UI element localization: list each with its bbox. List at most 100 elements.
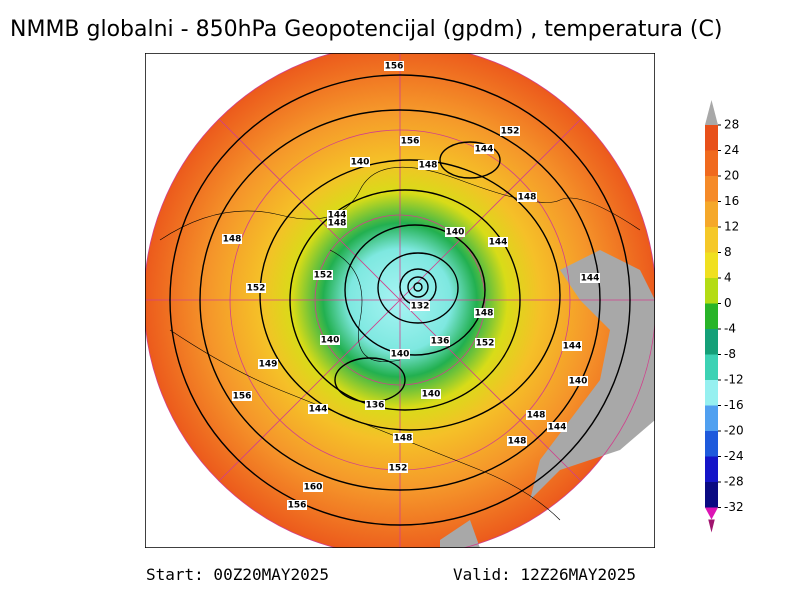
contour-label-box bbox=[308, 404, 328, 414]
contour-label: 136 bbox=[431, 337, 450, 347]
contour-label-box bbox=[390, 349, 410, 359]
colorbar-label: 20 bbox=[724, 169, 739, 183]
colorbar-segment bbox=[705, 405, 718, 431]
coastlines bbox=[159, 166, 641, 521]
contour-label: 148 bbox=[394, 434, 413, 444]
geopotential-contours bbox=[169, 74, 631, 526]
contour-label-box bbox=[517, 192, 537, 202]
contour-label: 148 bbox=[508, 437, 527, 447]
colorbar-label: -12 bbox=[724, 373, 744, 387]
contour-label: 148 bbox=[475, 309, 494, 319]
colorbar-segment bbox=[705, 176, 718, 202]
contour-label: 152 bbox=[501, 127, 520, 137]
colorbar-segment bbox=[705, 431, 718, 457]
contour-label-box bbox=[445, 227, 465, 237]
colorbar-label: 12 bbox=[724, 220, 739, 234]
contour-label: 140 bbox=[422, 390, 441, 400]
colorbar-segment bbox=[705, 125, 718, 151]
contour-label-box bbox=[580, 273, 600, 283]
contour-label-box bbox=[393, 433, 413, 443]
contour-label-box bbox=[327, 218, 347, 228]
colorbar-label: -8 bbox=[724, 347, 736, 361]
contour-label-box bbox=[488, 237, 508, 247]
colorbar-segment bbox=[705, 252, 718, 278]
contour-label-box bbox=[474, 144, 494, 154]
graticule bbox=[145, 53, 655, 548]
colorbar-segment bbox=[705, 329, 718, 355]
contour-label: 148 bbox=[328, 219, 347, 229]
contour-label: 144 bbox=[489, 238, 508, 248]
contour-label: 148 bbox=[518, 193, 537, 203]
contour-label: 144 bbox=[563, 342, 582, 352]
colorbar-label: -28 bbox=[724, 475, 744, 489]
contour-label-box bbox=[500, 126, 520, 136]
contour-label: 140 bbox=[569, 377, 588, 387]
contour-label-box bbox=[418, 160, 438, 170]
contour-label: 136 bbox=[366, 401, 385, 411]
contour-label-box bbox=[232, 391, 252, 401]
colorbar-label: 24 bbox=[724, 143, 739, 157]
contour-label-box bbox=[303, 482, 323, 492]
contour-label-box bbox=[474, 308, 494, 318]
contour-label: 152 bbox=[314, 271, 333, 281]
contour-label: 148 bbox=[223, 235, 242, 245]
colorbar-segment bbox=[705, 354, 718, 380]
contour-label: 144 bbox=[475, 145, 494, 155]
contour-label-box bbox=[222, 234, 242, 244]
contour-label-box bbox=[507, 436, 527, 446]
colorbar-label: 0 bbox=[724, 296, 732, 310]
contour-label: 140 bbox=[446, 228, 465, 238]
contour-label-box bbox=[430, 336, 450, 346]
map bbox=[145, 53, 655, 548]
contour-label: 144 bbox=[309, 405, 328, 415]
contour-label-box bbox=[421, 389, 441, 399]
contour-label-box bbox=[320, 335, 340, 345]
colorbar-label: -24 bbox=[724, 449, 744, 463]
contour-label-box bbox=[410, 301, 430, 311]
contour-label-box bbox=[313, 270, 333, 280]
contour-label-box bbox=[388, 463, 408, 473]
contour-label: 152 bbox=[476, 339, 495, 349]
contour-label: 148 bbox=[419, 161, 438, 171]
contour-label-box bbox=[400, 136, 420, 146]
contour-label: 152 bbox=[389, 464, 408, 474]
colorbar-label: -20 bbox=[724, 424, 744, 438]
colorbar-segment bbox=[705, 201, 718, 227]
contour-label-box bbox=[562, 341, 582, 351]
colorbar-segment bbox=[705, 380, 718, 406]
colorbar-label: -16 bbox=[724, 398, 744, 412]
contour-label: 156 bbox=[288, 501, 307, 511]
contour-label-box bbox=[350, 157, 370, 167]
colorbar-segment bbox=[705, 150, 718, 176]
contour-label-box bbox=[526, 410, 546, 420]
contour-label: 132 bbox=[411, 302, 430, 312]
contour-label-box bbox=[568, 376, 588, 386]
contour-label-box bbox=[384, 61, 404, 71]
contour-label: 156 bbox=[233, 392, 252, 402]
colorbar-label: 28 bbox=[724, 118, 739, 132]
colorbar-label: 16 bbox=[724, 194, 739, 208]
colorbar-segment bbox=[705, 456, 718, 482]
contour-label: 156 bbox=[385, 62, 404, 72]
contour-label: 160 bbox=[304, 483, 323, 493]
colorbar-over bbox=[705, 100, 718, 125]
contour-label: 148 bbox=[527, 411, 546, 421]
colorbar-label: -4 bbox=[724, 322, 736, 336]
valid-time: Valid: 12Z26MAY2025 bbox=[453, 565, 636, 584]
terrain-mask bbox=[530, 250, 655, 500]
contour-label: 144 bbox=[581, 274, 600, 284]
contour-label-box bbox=[246, 283, 266, 293]
contour-label-box bbox=[365, 400, 385, 410]
colorbar-segment bbox=[705, 278, 718, 304]
contour-label: 140 bbox=[391, 350, 410, 360]
contour-label: 149 bbox=[259, 360, 278, 370]
contour-label-box bbox=[547, 422, 567, 432]
colorbar-label: -32 bbox=[724, 500, 744, 514]
contour-label: 144 bbox=[328, 211, 347, 221]
contour-label: 140 bbox=[321, 336, 340, 346]
contour-label-box bbox=[287, 500, 307, 510]
map-title: NMMB globalni - 850hPa Geopotencijal (gp… bbox=[10, 17, 722, 42]
contour-label-box bbox=[475, 338, 495, 348]
contour-label: 140 bbox=[351, 158, 370, 168]
